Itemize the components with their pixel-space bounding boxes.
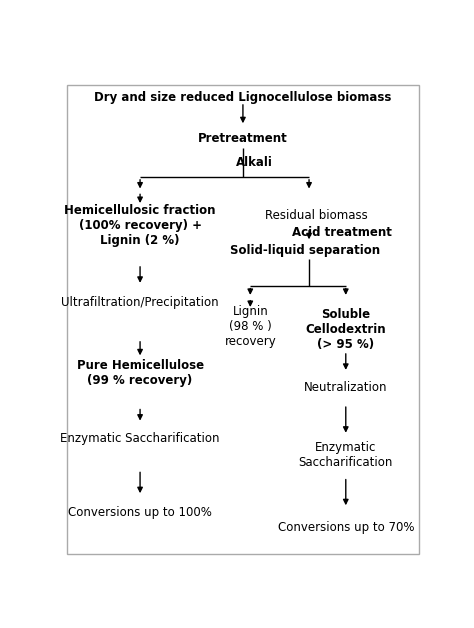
- Text: Conversions up to 70%: Conversions up to 70%: [278, 521, 414, 534]
- Text: Pretreatment: Pretreatment: [198, 132, 288, 144]
- Text: Hemicellulosic fraction
(100% recovery) +
Lignin (2 %): Hemicellulosic fraction (100% recovery) …: [64, 203, 216, 247]
- Text: Soluble
Cellodextrin
(> 95 %): Soluble Cellodextrin (> 95 %): [305, 308, 386, 350]
- Text: Dry and size reduced Lignocellulose biomass: Dry and size reduced Lignocellulose biom…: [94, 90, 392, 104]
- Text: Pure Hemicellulose
(99 % recovery): Pure Hemicellulose (99 % recovery): [76, 359, 204, 387]
- Text: Alkali: Alkali: [236, 156, 273, 169]
- Text: Residual biomass: Residual biomass: [265, 209, 368, 222]
- Text: Lignin
(98 % )
recovery: Lignin (98 % ) recovery: [224, 305, 276, 349]
- Text: Conversions up to 100%: Conversions up to 100%: [68, 506, 212, 519]
- Text: Enzymatic Saccharification: Enzymatic Saccharification: [60, 431, 220, 445]
- Text: Ultrafiltration/Precipitation: Ultrafiltration/Precipitation: [61, 296, 219, 309]
- Text: Solid-liquid separation: Solid-liquid separation: [230, 244, 381, 257]
- Text: Acid treatment: Acid treatment: [292, 226, 392, 239]
- Text: Enzymatic
Saccharification: Enzymatic Saccharification: [299, 441, 393, 469]
- Text: Neutralization: Neutralization: [304, 381, 388, 394]
